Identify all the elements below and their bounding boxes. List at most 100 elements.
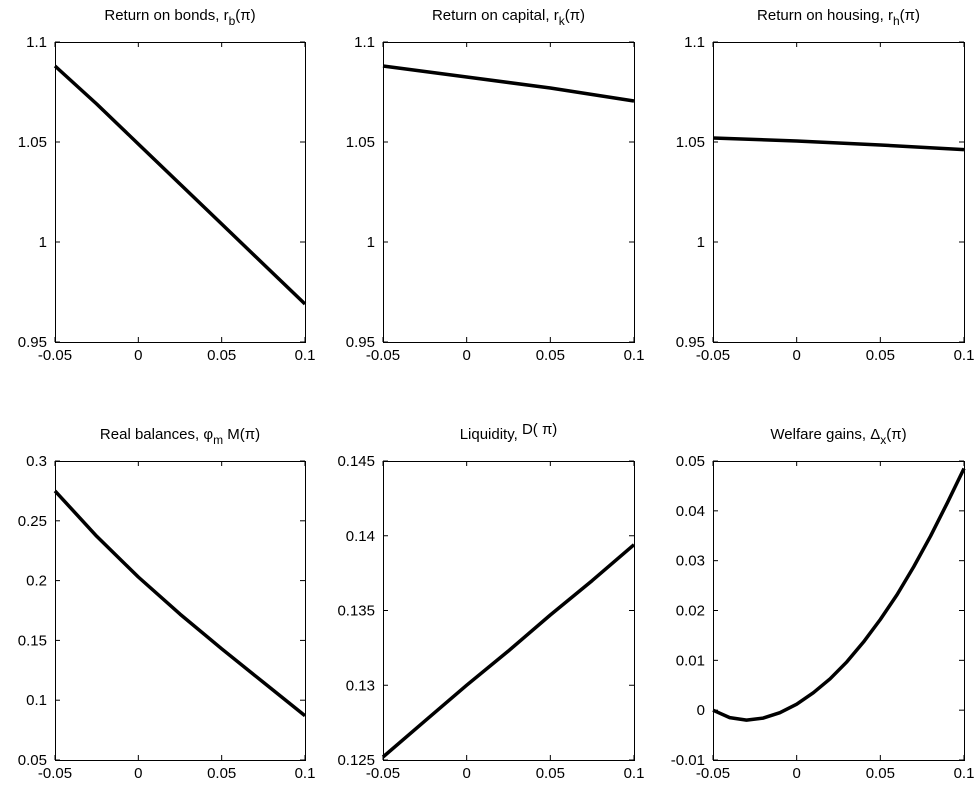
y-tick-label: 1 — [367, 234, 375, 251]
series-line — [382, 64, 635, 103]
x-tick-label: 0.05 — [866, 765, 895, 782]
y-tick-label: 0.02 — [676, 603, 705, 620]
x-tick-label: -0.05 — [366, 765, 400, 782]
panel-5: -0.05 0 0.05 0.1 0.125 0.13 0.135 0.14 0.145 Liqu… — [337, 421, 644, 782]
chart-title: Return on housing, rh(π) — [757, 7, 920, 28]
y-tick-label: 0.04 — [676, 503, 705, 520]
title-part: D( π) — [522, 421, 557, 438]
series-line — [712, 136, 965, 152]
y-tick-label: 0.15 — [18, 632, 47, 649]
x-tick-label: 0 — [792, 765, 800, 782]
axes-box — [55, 461, 306, 761]
y-tick-label: 1 — [39, 234, 47, 251]
y-tick-label: 0.1 — [26, 692, 47, 709]
x-tick-label: 0.1 — [624, 347, 645, 364]
x-tick-label: 0.1 — [295, 765, 316, 782]
axes-box — [55, 42, 306, 343]
y-tick-label: 0 — [697, 702, 705, 719]
x-tick-label: 0.1 — [624, 765, 645, 782]
title-part: x — [880, 433, 886, 447]
panel-1: -0.05 0 0.05 0.1 0.95 1 1.05 1.1 Return on bonds… — [18, 7, 316, 364]
title-part: Return on capital, — [432, 7, 550, 24]
title-part: h — [893, 14, 900, 28]
title-part: Welfare gains, — [770, 426, 866, 443]
x-tick-label: -0.05 — [38, 765, 72, 782]
y-tick-label: 1.05 — [346, 134, 375, 151]
chart-title: Real balances, φm M(π) — [100, 426, 260, 447]
y-tick-label: -0.01 — [671, 752, 705, 769]
x-tick-label: 0.1 — [954, 347, 974, 364]
x-tick-label: 0 — [462, 765, 470, 782]
title-part: r — [888, 7, 893, 24]
series-line — [53, 489, 307, 718]
y-tick-label: 0.13 — [346, 677, 375, 694]
x-tick-label: 0.05 — [866, 347, 895, 364]
x-tick-label: -0.05 — [696, 765, 730, 782]
y-tick-label: 1.05 — [18, 134, 47, 151]
y-tick-label: 0.05 — [676, 453, 705, 470]
title-part: Return on housing, — [757, 7, 884, 24]
y-tick-label: 0.95 — [18, 334, 47, 351]
title-part: (π) — [565, 7, 585, 24]
title-part: (π) — [235, 7, 255, 24]
title-part: (π) — [900, 7, 920, 24]
x-tick-label: 0.05 — [207, 347, 236, 364]
x-tick-label: 0.1 — [954, 765, 974, 782]
y-tick-label: 0.135 — [337, 603, 375, 620]
panel-2: -0.05 0 0.05 0.1 0.95 1 1.05 1.1 Return on capit… — [346, 7, 645, 364]
x-tick-label: -0.05 — [696, 347, 730, 364]
x-tick-label: 0 — [792, 347, 800, 364]
x-tick-label: 0 — [462, 347, 470, 364]
y-tick-label: 0.125 — [337, 752, 375, 769]
x-tick-label: -0.05 — [38, 347, 72, 364]
title-part: M(π) — [223, 426, 260, 443]
panel-3: -0.05 0 0.05 0.1 0.95 1 1.05 1.1 Return on housi… — [676, 7, 974, 364]
series-line — [712, 467, 966, 722]
title-part: b — [229, 14, 236, 28]
series-line — [53, 64, 307, 306]
title-part: r — [554, 7, 559, 24]
x-tick-label: 0.05 — [207, 765, 236, 782]
title-part: Return on bonds, — [104, 7, 219, 24]
y-tick-label: 0.95 — [676, 334, 705, 351]
chart-title: Liquidity, D( π) — [460, 421, 558, 443]
x-tick-label: 0.1 — [295, 347, 316, 364]
title-part: r — [224, 7, 229, 24]
x-tick-label: 0.05 — [536, 765, 565, 782]
axes-box — [713, 461, 965, 761]
panel-6: -0.05 0 0.05 0.1 -0.01 0 0.01 0.02 0.03 0.04 0.05 W… — [671, 426, 974, 782]
panel-4: -0.05 0 0.05 0.1 0.05 0.1 0.15 0.2 0.25 0.3 Real b… — [18, 426, 316, 782]
y-tick-label: 0.25 — [18, 513, 47, 530]
title-part: k — [559, 14, 566, 28]
y-tick-label: 0.95 — [346, 334, 375, 351]
y-tick-label: 0.05 — [18, 752, 47, 769]
x-tick-label: -0.05 — [366, 347, 400, 364]
title-part: Δ — [870, 426, 880, 443]
y-tick-label: 1.1 — [354, 34, 375, 51]
series-line — [381, 543, 636, 759]
title-part: Real balances, — [100, 426, 199, 443]
y-tick-label: 1.05 — [676, 134, 705, 151]
x-tick-label: 0 — [134, 765, 142, 782]
title-part: m — [213, 433, 223, 447]
y-tick-label: 0.3 — [26, 453, 47, 470]
y-tick-label: 1.1 — [26, 34, 47, 51]
chart-title: Return on bonds, rb(π) — [104, 7, 255, 28]
y-tick-label: 1 — [697, 234, 705, 251]
axes-box — [383, 461, 635, 761]
x-tick-label: 0 — [134, 347, 142, 364]
title-part: Liquidity, — [460, 426, 518, 443]
chart-title: Welfare gains, Δx(π) — [770, 426, 906, 447]
y-tick-label: 0.03 — [676, 553, 705, 570]
y-tick-label: 0.01 — [676, 652, 705, 669]
axes-box — [713, 42, 965, 343]
chart-title: Return on capital, rk(π) — [432, 7, 585, 28]
y-tick-label: 0.145 — [337, 453, 375, 470]
y-tick-label: 1.1 — [684, 34, 705, 51]
y-tick-label: 0.14 — [346, 528, 375, 545]
x-tick-label: 0.05 — [536, 347, 565, 364]
title-part: (π) — [886, 426, 906, 443]
y-tick-label: 0.2 — [26, 573, 47, 590]
